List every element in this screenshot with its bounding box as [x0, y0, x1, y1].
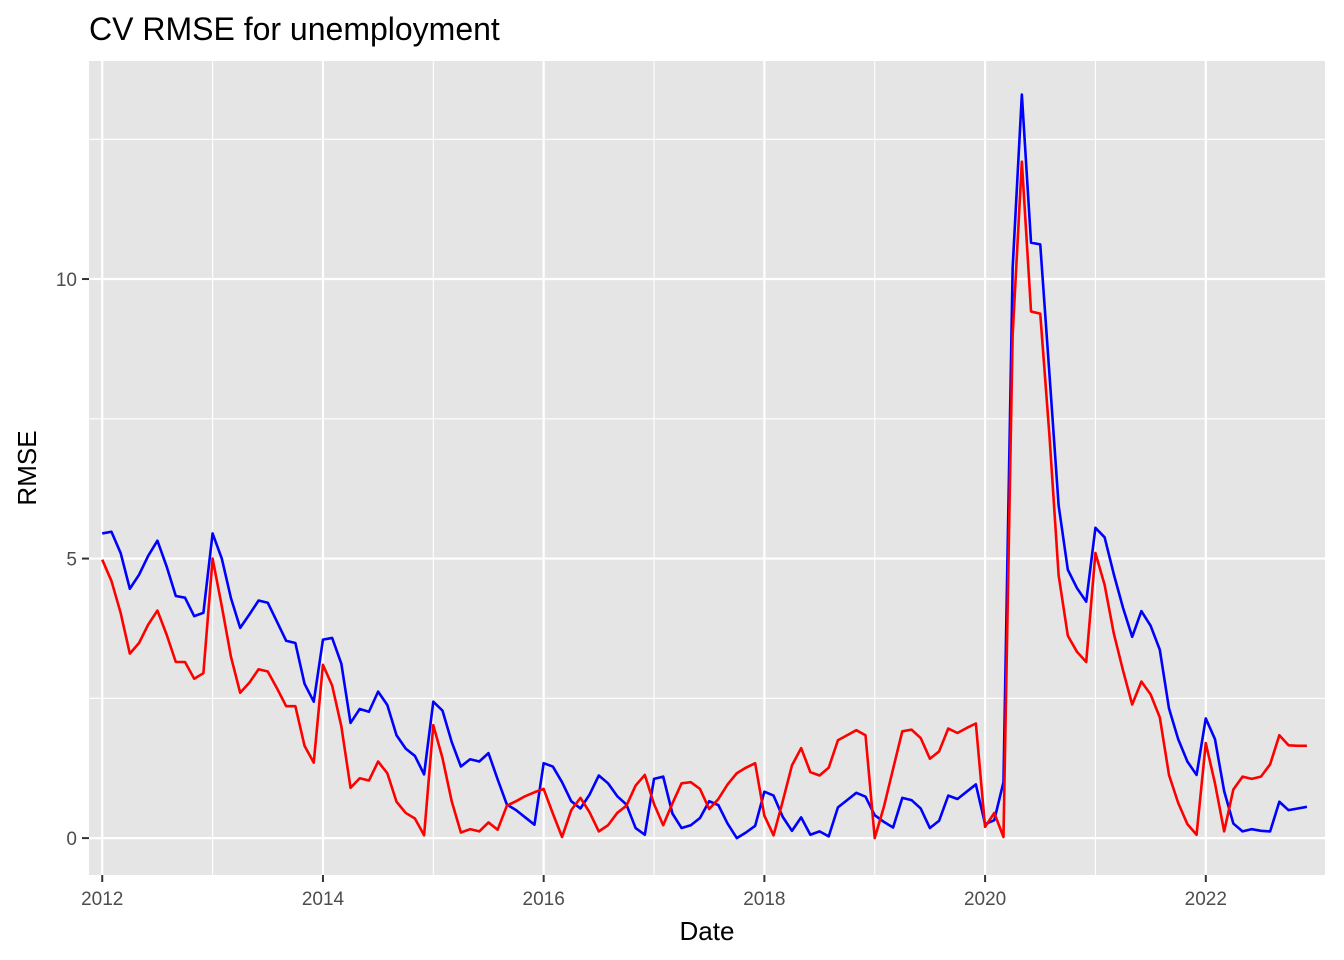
chart-title: CV RMSE for unemployment — [89, 11, 500, 47]
gridlines — [89, 61, 1325, 875]
x-tick-label: 2020 — [964, 889, 1006, 910]
x-tick-label: 2018 — [743, 889, 785, 910]
x-tick-label: 2014 — [302, 889, 345, 910]
x-tick-label: 2012 — [81, 889, 123, 910]
series-lines — [101, 93, 1308, 840]
y-tick-label: 10 — [56, 270, 77, 291]
axes: 2012 2014 2016 2018 2020 2022 0 5 10 — [56, 270, 1227, 910]
y-axis-title: RMSE — [12, 430, 42, 505]
x-axis-title: Date — [680, 916, 735, 946]
series-line-2 — [101, 160, 1307, 840]
plot-panel — [89, 61, 1325, 875]
y-tick-label: 5 — [66, 550, 77, 571]
x-tick-label: 2016 — [523, 889, 565, 910]
y-tick-label: 0 — [66, 829, 77, 850]
series-line-1 — [102, 93, 1308, 840]
x-tick-label: 2022 — [1185, 889, 1227, 910]
